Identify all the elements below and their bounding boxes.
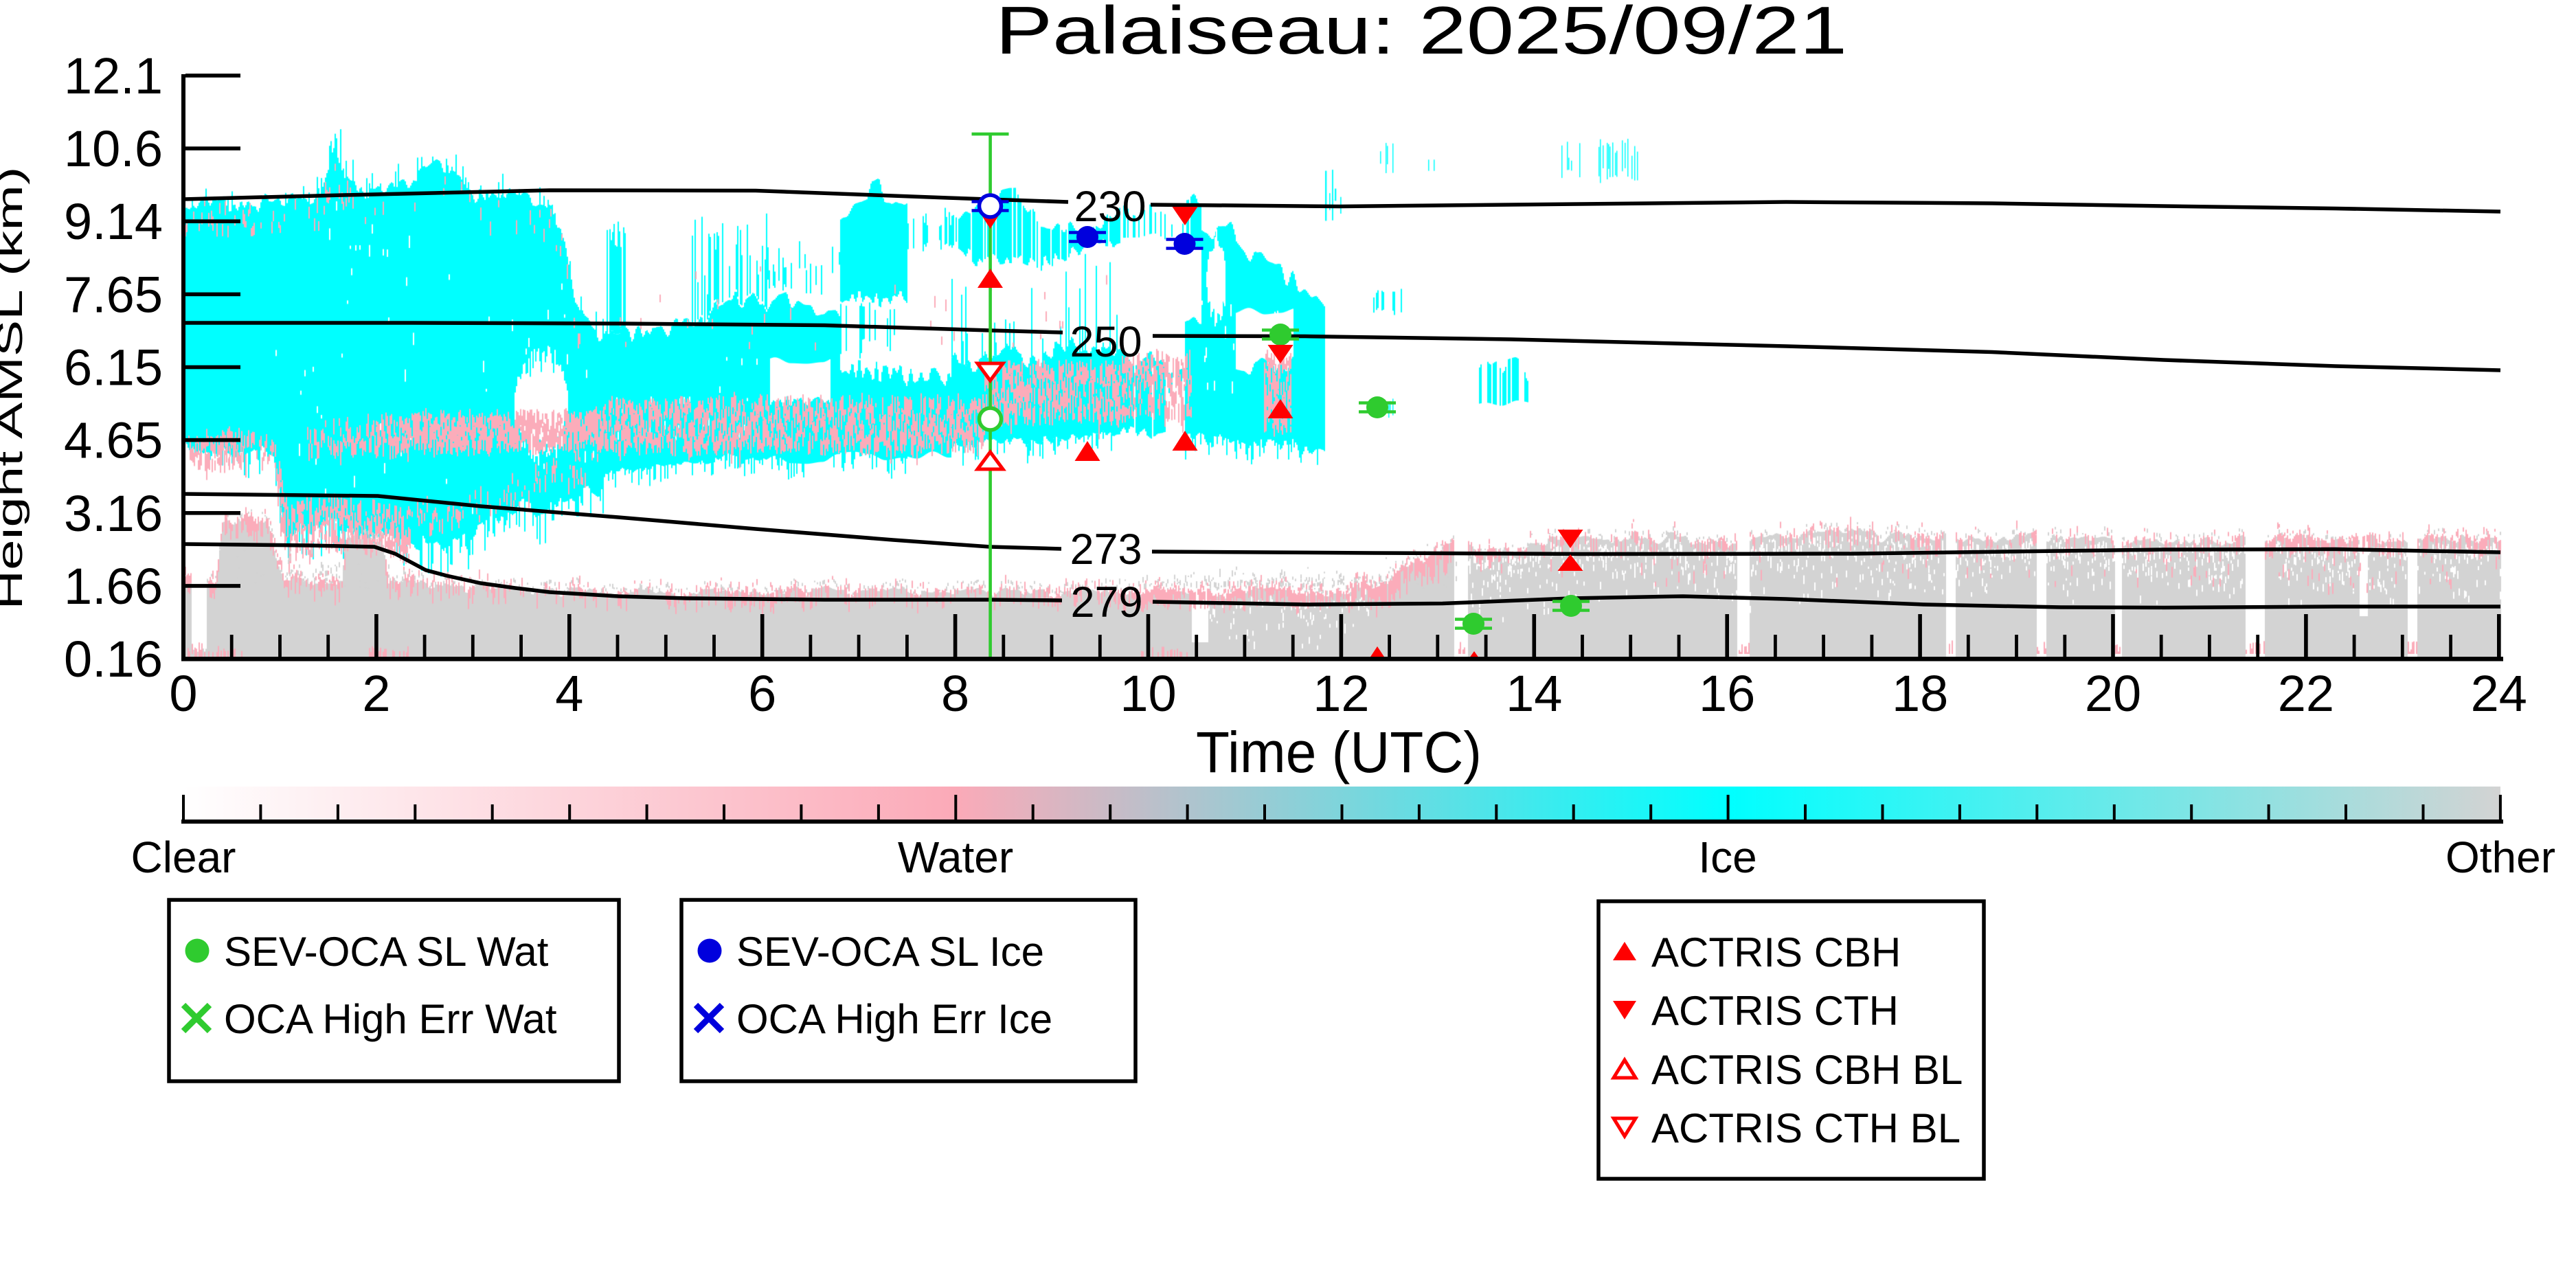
svg-text:3.16: 3.16 xyxy=(64,485,163,542)
svg-text:OCA High Err Wat: OCA High Err Wat xyxy=(224,996,557,1042)
svg-text:0: 0 xyxy=(169,665,197,722)
svg-text:Water: Water xyxy=(898,833,1013,882)
svg-text:8: 8 xyxy=(941,665,969,722)
svg-text:20: 20 xyxy=(2085,665,2141,722)
svg-text:6.15: 6.15 xyxy=(64,339,163,396)
svg-text:SEV-OCA SL Wat: SEV-OCA SL Wat xyxy=(224,929,549,975)
svg-text:10.6: 10.6 xyxy=(64,120,163,177)
svg-text:ACTRIS CTH: ACTRIS CTH xyxy=(1651,988,1899,1034)
svg-text:4.65: 4.65 xyxy=(64,412,163,469)
svg-text:Time (UTC): Time (UTC) xyxy=(1196,720,1482,784)
svg-text:12.1: 12.1 xyxy=(64,47,163,104)
svg-text:9.14: 9.14 xyxy=(64,193,163,250)
svg-text:Palaiseau: 2025/09/21: Palaiseau: 2025/09/21 xyxy=(995,0,1847,68)
svg-text:12: 12 xyxy=(1313,665,1369,722)
svg-text:16: 16 xyxy=(1699,665,1755,722)
svg-text:250: 250 xyxy=(1070,318,1142,366)
svg-text:Other: Other xyxy=(2445,833,2555,882)
svg-text:0.16: 0.16 xyxy=(64,631,163,688)
svg-text:10: 10 xyxy=(1120,665,1176,722)
svg-text:22: 22 xyxy=(2278,665,2334,722)
svg-text:ACTRIS CTH BL: ACTRIS CTH BL xyxy=(1651,1105,1961,1151)
svg-text:6: 6 xyxy=(748,665,776,722)
svg-text:SEV-OCA SL Ice: SEV-OCA SL Ice xyxy=(736,929,1044,975)
svg-text:Clear: Clear xyxy=(131,833,236,882)
svg-text:4: 4 xyxy=(555,665,583,722)
svg-text:ACTRIS CBH: ACTRIS CBH xyxy=(1651,929,1901,975)
svg-text:14: 14 xyxy=(1506,665,1562,722)
svg-text:OCA High Err Ice: OCA High Err Ice xyxy=(736,996,1052,1042)
svg-text:279: 279 xyxy=(1070,578,1142,626)
svg-text:273: 273 xyxy=(1070,526,1142,574)
svg-text:Height AMSL (km): Height AMSL (km) xyxy=(0,167,30,610)
svg-text:18: 18 xyxy=(1892,665,1948,722)
svg-text:2: 2 xyxy=(362,665,390,722)
svg-text:Ice: Ice xyxy=(1698,833,1756,882)
svg-text:ACTRIS CBH BL: ACTRIS CBH BL xyxy=(1651,1047,1963,1093)
svg-text:230: 230 xyxy=(1074,183,1146,231)
svg-text:24: 24 xyxy=(2471,665,2527,722)
svg-text:7.65: 7.65 xyxy=(64,266,163,323)
svg-text:1.66: 1.66 xyxy=(64,558,163,615)
